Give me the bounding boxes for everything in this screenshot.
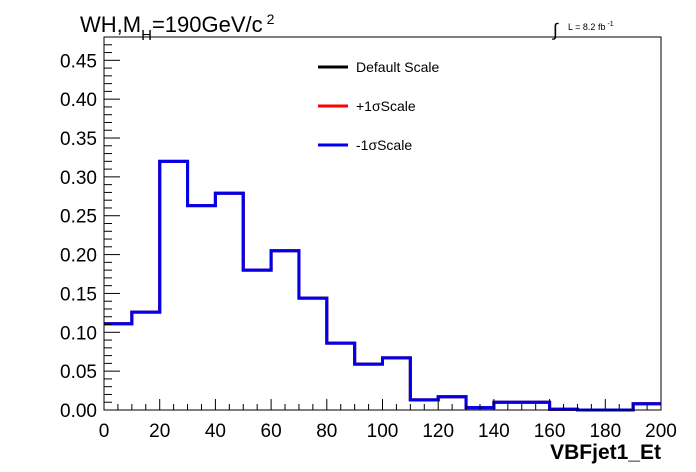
chart-title-superscript: 2 bbox=[267, 11, 275, 27]
x-tick-label: 20 bbox=[149, 421, 170, 442]
x-tick-label: 120 bbox=[422, 421, 454, 442]
lumi-text: L = 8.2 fb bbox=[568, 22, 605, 32]
x-axis: 0 20 40 60 80 100 120 140 160 180 200 bbox=[99, 399, 677, 442]
x-axis-label: VBFjet1_Et bbox=[550, 441, 661, 464]
x-tick-label: 80 bbox=[316, 421, 337, 442]
x-tick-label: 140 bbox=[478, 421, 510, 442]
lumi-integral-sign: ∫ bbox=[551, 20, 559, 40]
y-tick-label: 0.35 bbox=[60, 129, 97, 150]
x-tick-label: 0 bbox=[99, 421, 110, 442]
y-tick-label: 0.05 bbox=[60, 362, 97, 383]
y-tick-label: 0.20 bbox=[60, 246, 97, 267]
y-tick-label: 0.25 bbox=[60, 207, 97, 228]
x-tick-label: 180 bbox=[589, 421, 621, 442]
chart-title-subscript: H bbox=[141, 27, 152, 44]
x-tick-label: 200 bbox=[645, 421, 677, 442]
y-tick-label: 0.45 bbox=[60, 51, 97, 72]
chart-title-rest: =190GeV/c bbox=[152, 12, 263, 37]
y-axis: 0.00 0.05 0.10 0.15 0.20 0.25 0.30 0.35 0.40 0.45 bbox=[60, 36, 120, 422]
chart-title: WH,MH=190GeV/c 2 bbox=[80, 11, 275, 44]
y-tick-label: 0.40 bbox=[60, 90, 97, 111]
legend-label-2: -1σScale bbox=[356, 137, 412, 153]
legend: Default Scale +1σScale -1σScale bbox=[318, 59, 439, 153]
chart-title-main: WH,M bbox=[80, 12, 141, 37]
legend-label-1: +1σScale bbox=[356, 98, 416, 114]
x-tick-label: 40 bbox=[205, 421, 226, 442]
lumi-superscript: -1 bbox=[607, 21, 613, 28]
y-tick-label: 0.00 bbox=[60, 401, 97, 422]
y-tick-label: 0.15 bbox=[60, 284, 97, 305]
x-tick-label: 60 bbox=[261, 421, 282, 442]
lumi-annotation: L = 8.2 fb -1 bbox=[568, 21, 614, 32]
x-tick-label: 100 bbox=[367, 421, 399, 442]
y-tick-label: 0.10 bbox=[60, 323, 97, 344]
legend-label-0: Default Scale bbox=[356, 59, 439, 75]
x-tick-label: 160 bbox=[534, 421, 566, 442]
y-tick-label: 0.30 bbox=[60, 168, 97, 189]
